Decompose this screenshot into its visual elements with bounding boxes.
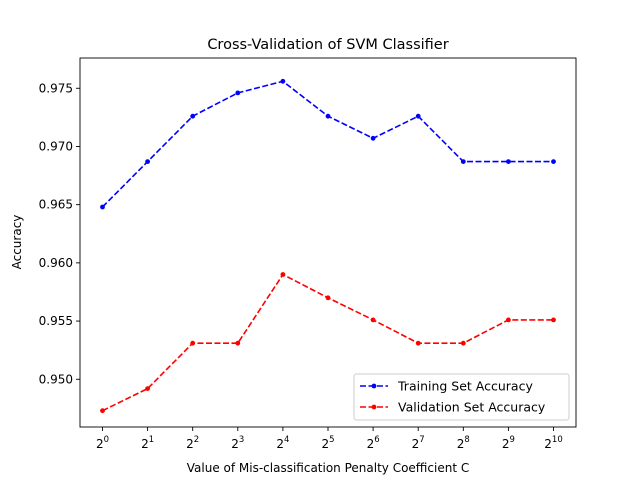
x-tick-label: 22 (186, 435, 199, 451)
series-2-point (280, 272, 286, 277)
series-1-point (551, 159, 556, 165)
series-2-point (551, 317, 556, 323)
y-tick-label: 0.970 (39, 139, 73, 153)
x-tick-label: 25 (321, 435, 334, 451)
series-2-point (235, 340, 241, 346)
x-tick-label: 20 (96, 435, 109, 451)
y-tick-label: 0.955 (39, 314, 73, 328)
legend-label-2: Validation Set Accuracy (398, 400, 546, 415)
legend-box (353, 373, 570, 421)
axes: 20 21 22 23 24 25 26 27 28 29 210 0.950 0.955 0.960 0.… (39, 81, 563, 451)
series-2-point (100, 408, 105, 414)
series-1-point (415, 113, 421, 119)
series-1-point (370, 135, 376, 141)
y-tick-label: 0.965 (39, 198, 73, 212)
y-tick-label: 0.960 (39, 256, 73, 270)
legend-marker-1 (371, 383, 377, 389)
series-1-point (280, 78, 286, 84)
y-tick-label: 0.950 (39, 372, 73, 386)
x-tick-label: 23 (231, 435, 244, 451)
series-1-point (145, 159, 151, 165)
x-tick-label: 210 (544, 435, 562, 451)
series-2-point (370, 317, 376, 323)
x-tick-label: 24 (276, 435, 289, 451)
legend-marker-2 (371, 404, 377, 410)
series-2-point (506, 317, 511, 323)
series-2-point (325, 295, 331, 301)
series-1-point (325, 113, 331, 119)
legend-label-1: Training Set Accuracy (397, 379, 533, 394)
series-1-point (190, 113, 196, 119)
series-2-point (460, 340, 466, 346)
series-2-point (145, 386, 151, 391)
series-1-point (460, 159, 466, 165)
series-2-point (190, 340, 196, 346)
x-tick-label: 29 (502, 435, 515, 451)
chart-title: Cross-Validation of SVM Classifier (207, 37, 448, 53)
y-axis-label: Accuracy (10, 215, 24, 270)
x-tick-label: 28 (457, 435, 470, 451)
y-tick-label: 0.975 (39, 81, 73, 95)
series-1-point (506, 159, 511, 165)
x-axis-label: Value of Mis-classification Penalty Coef… (187, 461, 469, 475)
legend: Training Set Accuracy Validation Set Accu… (353, 373, 570, 421)
x-tick-label: 21 (141, 435, 154, 451)
plot-area (100, 78, 556, 414)
x-tick-label: 26 (367, 435, 380, 451)
series-1-point (235, 90, 241, 96)
series-2-point (415, 340, 421, 346)
series-1-point (100, 204, 105, 210)
x-tick-label: 27 (412, 435, 425, 451)
